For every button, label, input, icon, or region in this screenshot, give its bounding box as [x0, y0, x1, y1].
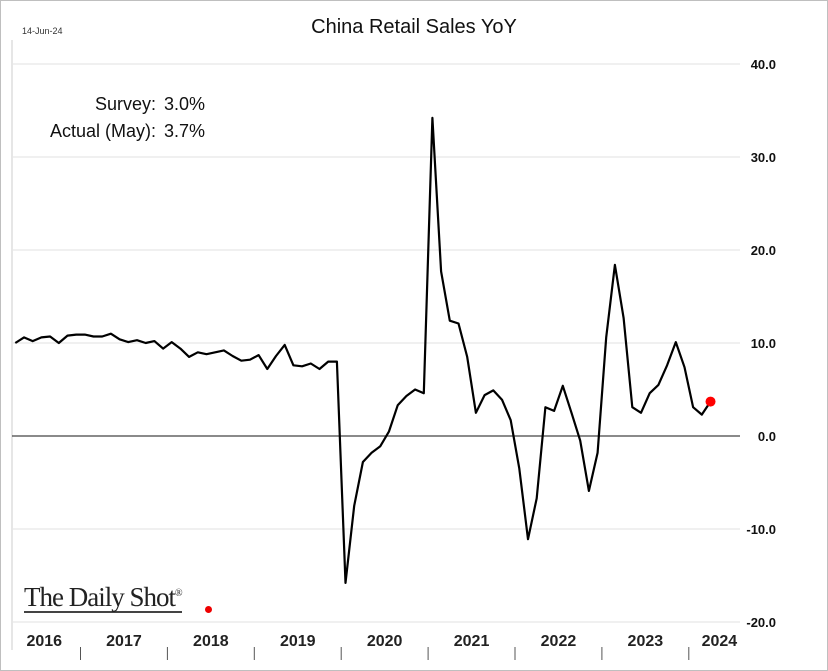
y-tick-label: 40.0 — [751, 57, 776, 72]
date-label: 14-Jun-24 — [22, 26, 63, 36]
y-tick-label: 30.0 — [751, 150, 776, 165]
y-tick-label: 0.0 — [758, 429, 776, 444]
y-tick-label: 20.0 — [751, 243, 776, 258]
chart-title: China Retail Sales YoY — [311, 16, 517, 38]
x-tick-label: 2017 — [106, 633, 142, 650]
x-tick-label: 2023 — [628, 633, 664, 650]
actual-value: 3.7% — [164, 121, 206, 141]
x-tick-label: 2016 — [26, 633, 62, 650]
logo-dot — [205, 606, 212, 613]
actual-label: Actual (May): — [49, 121, 156, 141]
survey-label: Survey: — [94, 94, 156, 114]
survey-value: 3.0% — [164, 94, 206, 114]
x-tick-label: 2021 — [454, 633, 490, 650]
series-line — [14, 116, 712, 585]
y-tick-label: -20.0 — [746, 615, 776, 630]
y-tick-label: 10.0 — [751, 336, 776, 351]
y-tick-label: -10.0 — [746, 522, 776, 537]
x-tick-label: 2018 — [193, 633, 229, 650]
x-tick-label: 2022 — [541, 633, 577, 650]
x-tick-label: 2020 — [367, 633, 403, 650]
x-tick-label: 2019 — [280, 633, 316, 650]
x-tick-label: 2024 — [702, 633, 738, 650]
latest-value-marker — [705, 396, 716, 407]
daily-shot-logo: The Daily Shot® — [24, 582, 183, 613]
